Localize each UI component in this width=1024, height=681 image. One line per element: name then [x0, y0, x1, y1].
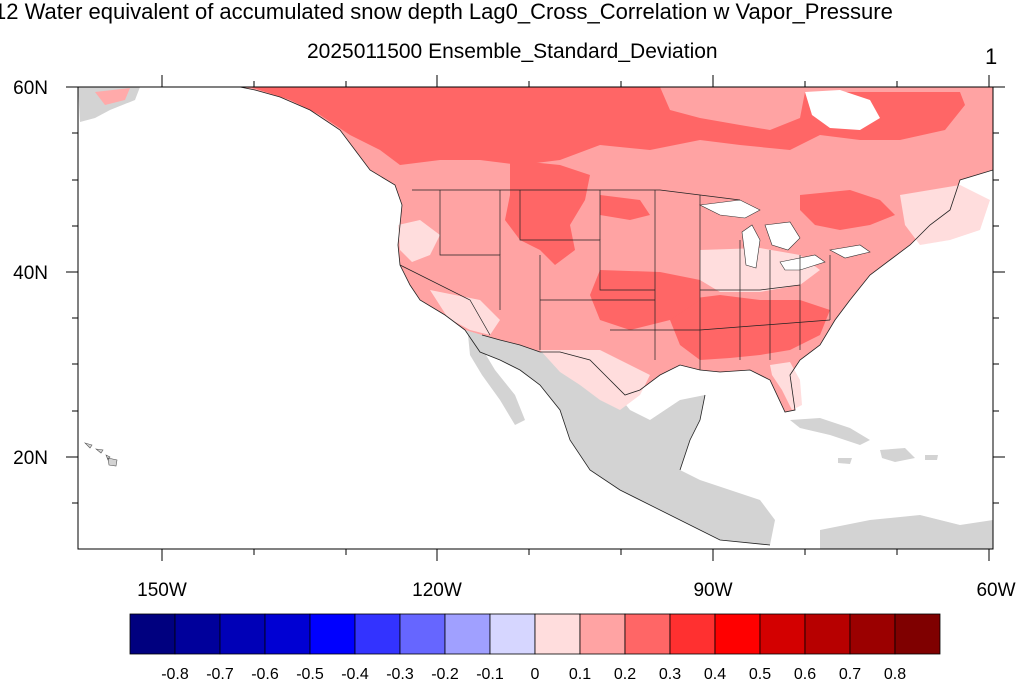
- lat-label-40n: 40N: [13, 263, 48, 284]
- colorbar-swatch: [354, 613, 401, 655]
- lat-label-60n: 60N: [13, 78, 48, 99]
- lon-label-90w: 90W: [693, 580, 732, 601]
- pacific-nw-low-field: [398, 220, 440, 262]
- cuba-land: [790, 418, 870, 445]
- colorbar-tick-label: -0.2: [431, 666, 459, 681]
- colorbar-swatch: [489, 613, 536, 655]
- alaska-coast: [95, 88, 130, 105]
- colorbar: -0.8 -0.7 -0.6 -0.5 -0.4 -0.3 -0.2 -0.1 0 0.1 0.2 0…: [129, 613, 941, 681]
- puertorico-land: [925, 455, 938, 460]
- southwest-low-field: [430, 290, 500, 335]
- baja-land: [468, 335, 525, 425]
- colorbar-swatch: [309, 613, 356, 655]
- colorbar-swatch: [714, 613, 761, 655]
- southeast-high-field: [670, 295, 830, 360]
- colorbar-tick-label: 0.5: [749, 666, 771, 681]
- hispaniola-land: [880, 448, 915, 462]
- colorbar-tick-label: 0.6: [794, 666, 816, 681]
- panel-number: 1: [985, 44, 998, 69]
- colorbar-tick-label: 0.8: [884, 666, 906, 681]
- colorbar-tick-label: -0.3: [386, 666, 414, 681]
- colorbar-tick-label: -0.5: [296, 666, 324, 681]
- colorbar-tick-label: -0.1: [476, 666, 504, 681]
- florida-low-field: [770, 362, 802, 410]
- colorbar-tick-label: 0: [531, 666, 540, 681]
- canada-high-field: [250, 87, 965, 165]
- lon-label-150w: 150W: [137, 580, 187, 601]
- colorbar-tick-label: -0.6: [251, 666, 279, 681]
- colorbar-swatch: [759, 613, 806, 655]
- colorbar-swatch: [804, 613, 851, 655]
- ohio-valley-low-field: [700, 248, 820, 292]
- south-america-land: [820, 515, 993, 549]
- colorbar-tick-label: -0.8: [161, 666, 189, 681]
- lon-label-60w: 60W: [976, 580, 1015, 601]
- plot-subtitle: 2025011500 Ensemble_Standard_Deviation: [307, 40, 718, 63]
- colorbar-swatch: [624, 613, 671, 655]
- colorbar-swatch: [894, 613, 941, 655]
- colorbar-swatch: [399, 613, 446, 655]
- colorbar-tick-label: 0.4: [704, 666, 726, 681]
- hawaii-land: [83, 442, 118, 467]
- colorbar-swatch: [264, 613, 311, 655]
- plot-title: 12 Water equivalent of accumulated snow …: [0, 0, 893, 24]
- new-england-low-field: [900, 185, 990, 245]
- hudson-bay-water: [805, 90, 880, 130]
- dakota-high-field: [600, 195, 650, 220]
- colorbar-swatch: [669, 613, 716, 655]
- colorbar-tick-label: 0.3: [659, 666, 681, 681]
- rockies-high-field: [505, 160, 590, 265]
- colorbar-tick-label: 0.2: [614, 666, 636, 681]
- colorbar-tick-label: 0.7: [839, 666, 861, 681]
- mexico-land: [465, 330, 775, 545]
- coastlines: [239, 87, 993, 546]
- lon-label-120w: 120W: [412, 580, 462, 601]
- ontario-high-field: [800, 190, 895, 230]
- colorbar-swatch: [849, 613, 896, 655]
- colorbar-swatch: [219, 613, 266, 655]
- great-lakes: [698, 199, 871, 271]
- jamaica-land: [838, 458, 852, 464]
- colorbar-swatch: [444, 613, 491, 655]
- colorbar-swatch: [129, 613, 176, 655]
- colorbar-tick-label: -0.4: [341, 666, 369, 681]
- lat-label-20n: 20N: [13, 448, 48, 469]
- texas-low-field: [540, 350, 650, 410]
- colorbar-swatch: [174, 613, 221, 655]
- colorbar-swatch: [579, 613, 626, 655]
- state-boundaries: [399, 189, 831, 370]
- axis-ticks: [66, 75, 1005, 561]
- colorbar-tick-label: -0.7: [206, 666, 234, 681]
- colorbar-swatch: [534, 613, 581, 655]
- colorbar-tick-label: 0.1: [569, 666, 591, 681]
